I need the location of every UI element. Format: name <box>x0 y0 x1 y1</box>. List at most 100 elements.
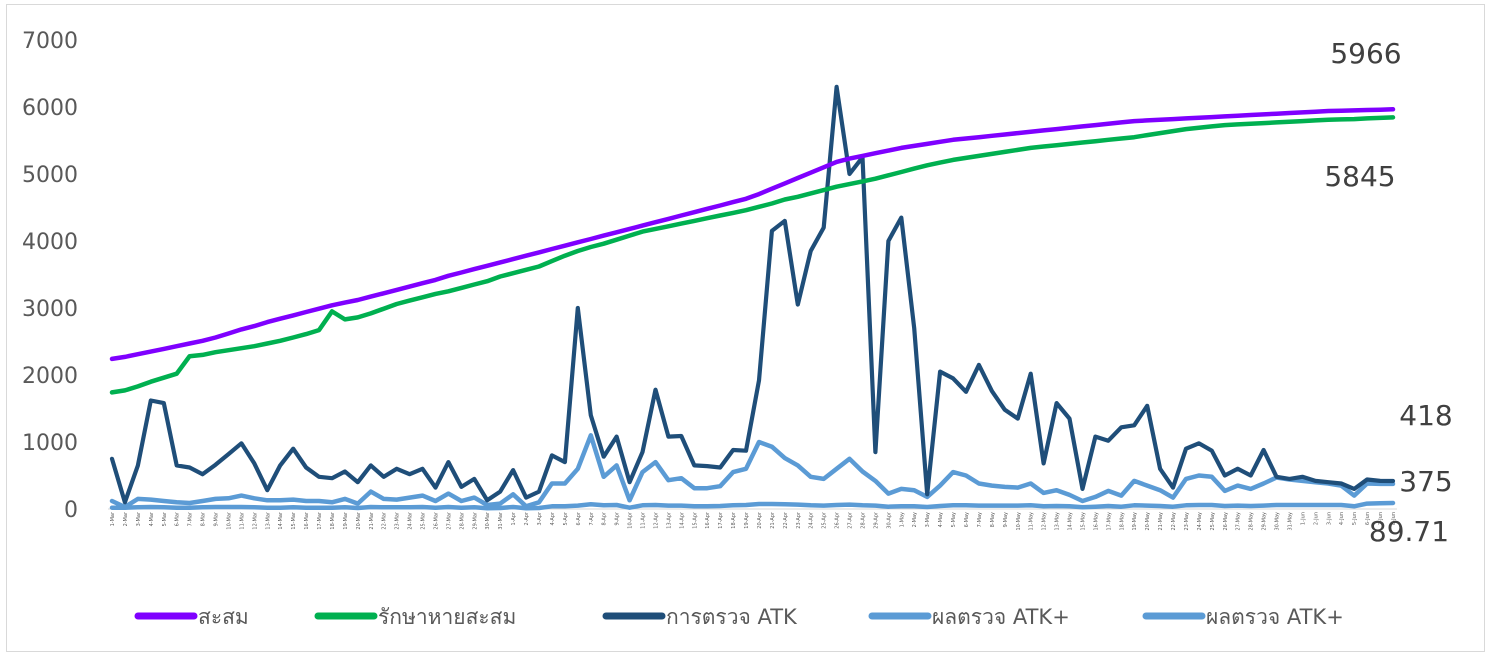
x-tick-label: 7-Mar <box>188 511 194 526</box>
x-tick-label: 31-Mar <box>498 511 504 530</box>
x-tick-label: 31-May <box>1287 512 1293 531</box>
x-tick-label: 22-Apr <box>783 511 789 529</box>
series-line-3 <box>109 433 1396 510</box>
x-tick-label: 22-Mar <box>382 511 388 530</box>
x-tick-label: 26-Mar <box>433 511 439 530</box>
x-tick-label: 17-May <box>1106 512 1112 531</box>
x-tick-label: 21-May <box>1158 512 1164 531</box>
y-tick-label: 3000 <box>22 297 78 322</box>
x-tick-label: 1-Apr <box>511 511 517 525</box>
x-tick-label: 29-Mar <box>472 511 478 530</box>
x-tick-label: 26-May <box>1223 512 1229 531</box>
x-tick-label: 16-Apr <box>705 511 711 529</box>
legend-label: ผลตรวจ ATK+ <box>932 605 1070 629</box>
x-tick-label: 29-May <box>1262 512 1268 531</box>
x-tick-label: 6-May <box>964 512 970 527</box>
x-tick-label: 10-Mar <box>226 511 232 530</box>
x-tick-label: 12-Mar <box>252 511 258 530</box>
x-tick-label: 1-May <box>899 512 905 527</box>
series-line-4 <box>109 500 1396 511</box>
y-tick-label: 1000 <box>22 431 78 456</box>
x-tick-label: 3-Jun <box>1326 512 1332 525</box>
x-tick-label: 18-May <box>1119 512 1125 531</box>
x-tick-label: 4-Jun <box>1339 512 1345 525</box>
x-tick-label: 8-Jun <box>1391 512 1397 525</box>
x-tick-label: 6-Mar <box>175 511 181 526</box>
x-axis: 1-Mar 2-Mar 3-Mar 4-Mar 5-Mar 6-Mar 7-Mar 8-Mar… <box>108 508 1397 531</box>
x-tick-label: 24-Apr <box>809 511 815 529</box>
x-tick-label: 5-Apr <box>563 511 569 525</box>
x-tick-label: 7-Jun <box>1378 512 1384 525</box>
x-tick-label: 11-Apr <box>641 511 647 529</box>
y-tick-label: 0 <box>64 498 78 523</box>
x-tick-label: 6-Jun <box>1365 512 1371 525</box>
x-tick-label: 27-May <box>1236 512 1242 531</box>
y-tick-label: 4000 <box>22 230 78 255</box>
x-tick-label: 10-Apr <box>628 511 634 529</box>
x-tick-label: 27-Mar <box>446 511 452 530</box>
end-value-label: 5966 <box>1330 37 1401 70</box>
x-tick-label: 13-Apr <box>666 511 672 529</box>
x-tick-label: 25-Apr <box>822 511 828 529</box>
y-tick-label: 6000 <box>22 96 78 121</box>
x-tick-label: 3-May <box>925 512 931 527</box>
y-tick-label: 5000 <box>22 163 78 188</box>
x-tick-label: 27-Apr <box>848 511 854 529</box>
x-tick-label: 17-Apr <box>718 511 724 529</box>
x-tick-label: 24-May <box>1197 512 1203 531</box>
x-tick-label: 12-May <box>1042 512 1048 531</box>
x-tick-label: 21-Apr <box>770 511 776 529</box>
x-tick-label: 28-Apr <box>860 511 866 529</box>
x-tick-label: 3-Apr <box>537 511 543 525</box>
x-tick-label: 12-Apr <box>653 511 659 529</box>
x-tick-label: 9-Mar <box>214 511 220 526</box>
x-tick-label: 4-Mar <box>149 511 155 526</box>
x-tick-label: 11-Mar <box>239 511 245 530</box>
x-tick-label: 29-Apr <box>873 511 879 529</box>
x-tick-label: 8-May <box>990 512 996 527</box>
x-tick-label: 2-Mar <box>123 511 129 526</box>
x-tick-label: 14-Mar <box>278 511 284 530</box>
x-tick-label: 25-May <box>1210 512 1216 531</box>
x-tick-label: 2-Jun <box>1313 512 1319 525</box>
x-tick-label: 16-May <box>1093 512 1099 531</box>
x-tick-label: 22-May <box>1171 512 1177 531</box>
x-tick-label: 5-Mar <box>162 511 168 526</box>
x-tick-label: 2-May <box>912 512 918 527</box>
x-tick-label: 9-Apr <box>615 511 621 525</box>
x-tick-label: 18-Apr <box>731 511 737 529</box>
series-line-2 <box>109 84 1396 505</box>
x-tick-label: 30-Apr <box>886 511 892 529</box>
x-tick-label: 19-Mar <box>343 511 349 530</box>
x-tick-label: 17-Mar <box>317 511 323 530</box>
x-tick-label: 19-May <box>1132 512 1138 531</box>
legend-label: รักษาหายสะสม <box>378 605 516 629</box>
x-tick-label: 1-Jun <box>1300 512 1306 525</box>
x-tick-label: 30-Mar <box>485 511 491 530</box>
x-tick-label: 3-Mar <box>136 511 142 526</box>
x-tick-label: 19-Apr <box>744 511 750 529</box>
x-tick-label: 1-Mar <box>110 511 116 526</box>
x-tick-label: 8-Apr <box>602 511 608 525</box>
x-tick-label: 23-May <box>1184 512 1190 531</box>
x-tick-label: 23-Mar <box>395 511 401 530</box>
legend-label: สะสม <box>198 605 249 629</box>
end-value-label: 5845 <box>1324 160 1395 193</box>
series-line-0 <box>109 107 1396 362</box>
end-value-label: 375 <box>1399 465 1452 498</box>
x-tick-label: 15-May <box>1080 512 1086 531</box>
x-tick-label: 6-Apr <box>576 511 582 525</box>
end-labels: 5966 5845 418 375 89.71 <box>1324 37 1452 548</box>
y-tick-label: 7000 <box>22 29 78 54</box>
legend-label: ผลตรวจ ATK+ <box>1206 605 1344 629</box>
legend-label: การตรวจ ATK <box>666 605 798 629</box>
x-tick-label: 15-Mar <box>291 511 297 530</box>
x-tick-label: 28-May <box>1249 512 1255 531</box>
x-tick-label: 2-Apr <box>524 511 530 525</box>
y-tick-label: 2000 <box>22 364 78 389</box>
x-tick-label: 25-Mar <box>421 511 427 530</box>
x-tick-label: 16-Mar <box>304 511 310 530</box>
plot-area <box>109 84 1396 511</box>
x-tick-label: 11-May <box>1029 512 1035 531</box>
